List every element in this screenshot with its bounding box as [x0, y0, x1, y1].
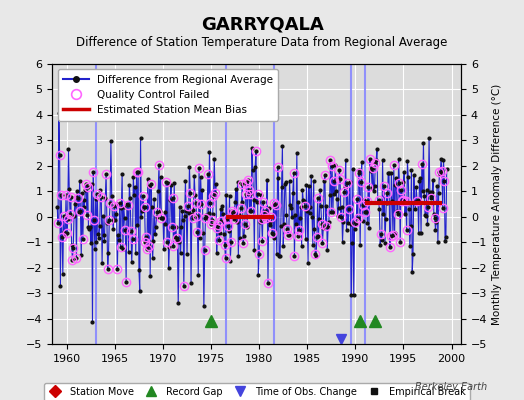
Legend: Station Move, Record Gap, Time of Obs. Change, Empirical Break: Station Move, Record Gap, Time of Obs. C…: [44, 383, 470, 400]
Y-axis label: Monthly Temperature Anomaly Difference (°C): Monthly Temperature Anomaly Difference (…: [492, 83, 501, 325]
Text: Difference of Station Temperature Data from Regional Average: Difference of Station Temperature Data f…: [77, 36, 447, 49]
Text: Berkeley Earth: Berkeley Earth: [415, 382, 487, 392]
Text: GARRYQALA: GARRYQALA: [201, 16, 323, 34]
